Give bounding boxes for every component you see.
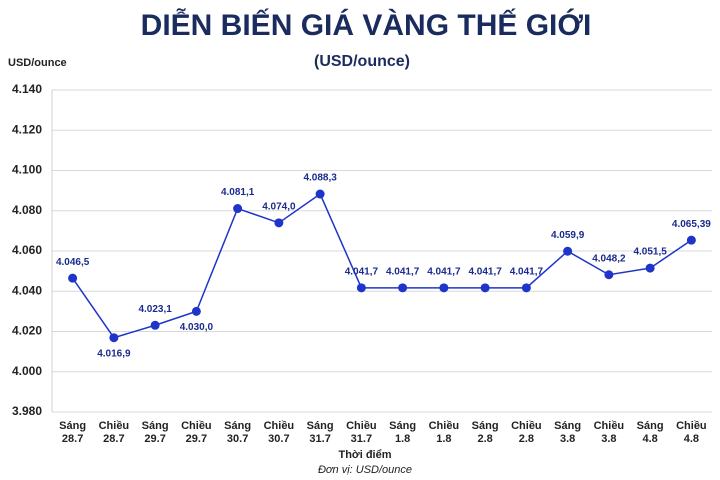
data-label: 4.023,1 [138,304,172,315]
data-point [233,204,243,214]
data-label: 4.041,7 [510,266,544,277]
data-label: 4.016,9 [97,348,131,359]
y-tick-label: 4.060 [12,243,42,257]
data-point [315,189,325,199]
data-point [109,333,119,343]
data-point [398,283,408,293]
x-tick-label: Chiều [594,420,625,432]
x-tick-label: 31.7 [351,433,372,445]
x-tick-label: Chiều [99,420,130,432]
y-tick-label: 4.120 [12,122,42,136]
y-tick-label: 4.100 [12,163,42,177]
x-tick-label: Chiều [429,420,460,432]
x-tick-label: 28.7 [62,433,83,445]
x-tick-label: 4.8 [684,433,699,445]
data-label: 4.030,0 [180,322,214,333]
data-label: 4.051,5 [633,247,667,258]
x-tick-label: Sáng [554,420,581,432]
y-tick-label: 3.980 [12,404,42,418]
y-tick-label: 4.000 [12,364,42,378]
x-tick-label: Sáng [637,420,664,432]
line-series [72,192,692,339]
chart-subtitle: (USD/ounce) [314,53,410,70]
x-tick-label: Sáng [142,420,169,432]
y-tick-label: 4.080 [12,203,42,217]
x-tick-label: Chiều [676,420,707,432]
data-point [274,218,284,228]
y-tick-label: 4.040 [12,283,42,297]
data-label: 4.046,5 [56,257,90,268]
x-tick-label: Sáng [472,420,499,432]
data-point [150,320,160,330]
data-point [521,283,531,293]
x-tick-label: 2.8 [477,433,492,445]
data-point [645,263,655,273]
x-tick-label: Sáng [59,420,86,432]
data-label: 4.041,7 [386,266,420,277]
x-tick-label: Sáng [389,420,416,432]
data-point [356,283,366,293]
x-tick-label: Chiều [264,420,295,432]
data-label: 4.065,39 [672,219,711,230]
x-tick-label: 3.8 [601,433,616,445]
x-tick-label: 28.7 [103,433,124,445]
x-tick-label: 29.7 [186,433,207,445]
data-point [604,270,614,280]
x-tick-label: Chiều [181,420,212,432]
x-tick-label: 2.8 [519,433,534,445]
data-label: 4.081,1 [221,187,255,198]
data-point [480,283,490,293]
x-tick-label: 30.7 [268,433,289,445]
x-tick-label: Chiều [346,420,377,432]
y-tick-label: 4.140 [12,82,42,96]
x-axis-label: Thời điểm [338,449,391,461]
chart-title: DIỄN BIẾN GIÁ VÀNG THẾ GIỚI [141,8,592,42]
x-tick-label: 3.8 [560,433,575,445]
y-tick-label: 4.020 [12,324,42,338]
x-tick-label: 30.7 [227,433,248,445]
x-tick-label: 29.7 [144,433,165,445]
x-tick-label: Sáng [224,420,251,432]
data-label: 4.059,9 [551,230,585,241]
x-tick-label: 1.8 [395,433,410,445]
data-label: 4.088,3 [303,173,337,184]
x-tick-label: Sáng [307,420,334,432]
data-label: 4.048,2 [592,253,626,264]
data-label: 4.041,7 [468,266,502,277]
x-tick-label: 1.8 [436,433,451,445]
unit-note: Đơn vị: USD/ounce [318,464,412,476]
data-point [686,235,696,245]
y-axis-label: USD/ounce [8,57,67,69]
data-label: 4.041,7 [345,266,379,277]
x-tick-label: Chiều [511,420,542,432]
data-point [191,306,201,316]
x-tick-label: 31.7 [309,433,330,445]
data-point [563,246,573,256]
data-label: 4.041,7 [427,266,461,277]
data-label: 4.074,0 [262,201,296,212]
data-point [68,273,78,283]
data-point [439,283,449,293]
x-tick-label: 4.8 [642,433,657,445]
